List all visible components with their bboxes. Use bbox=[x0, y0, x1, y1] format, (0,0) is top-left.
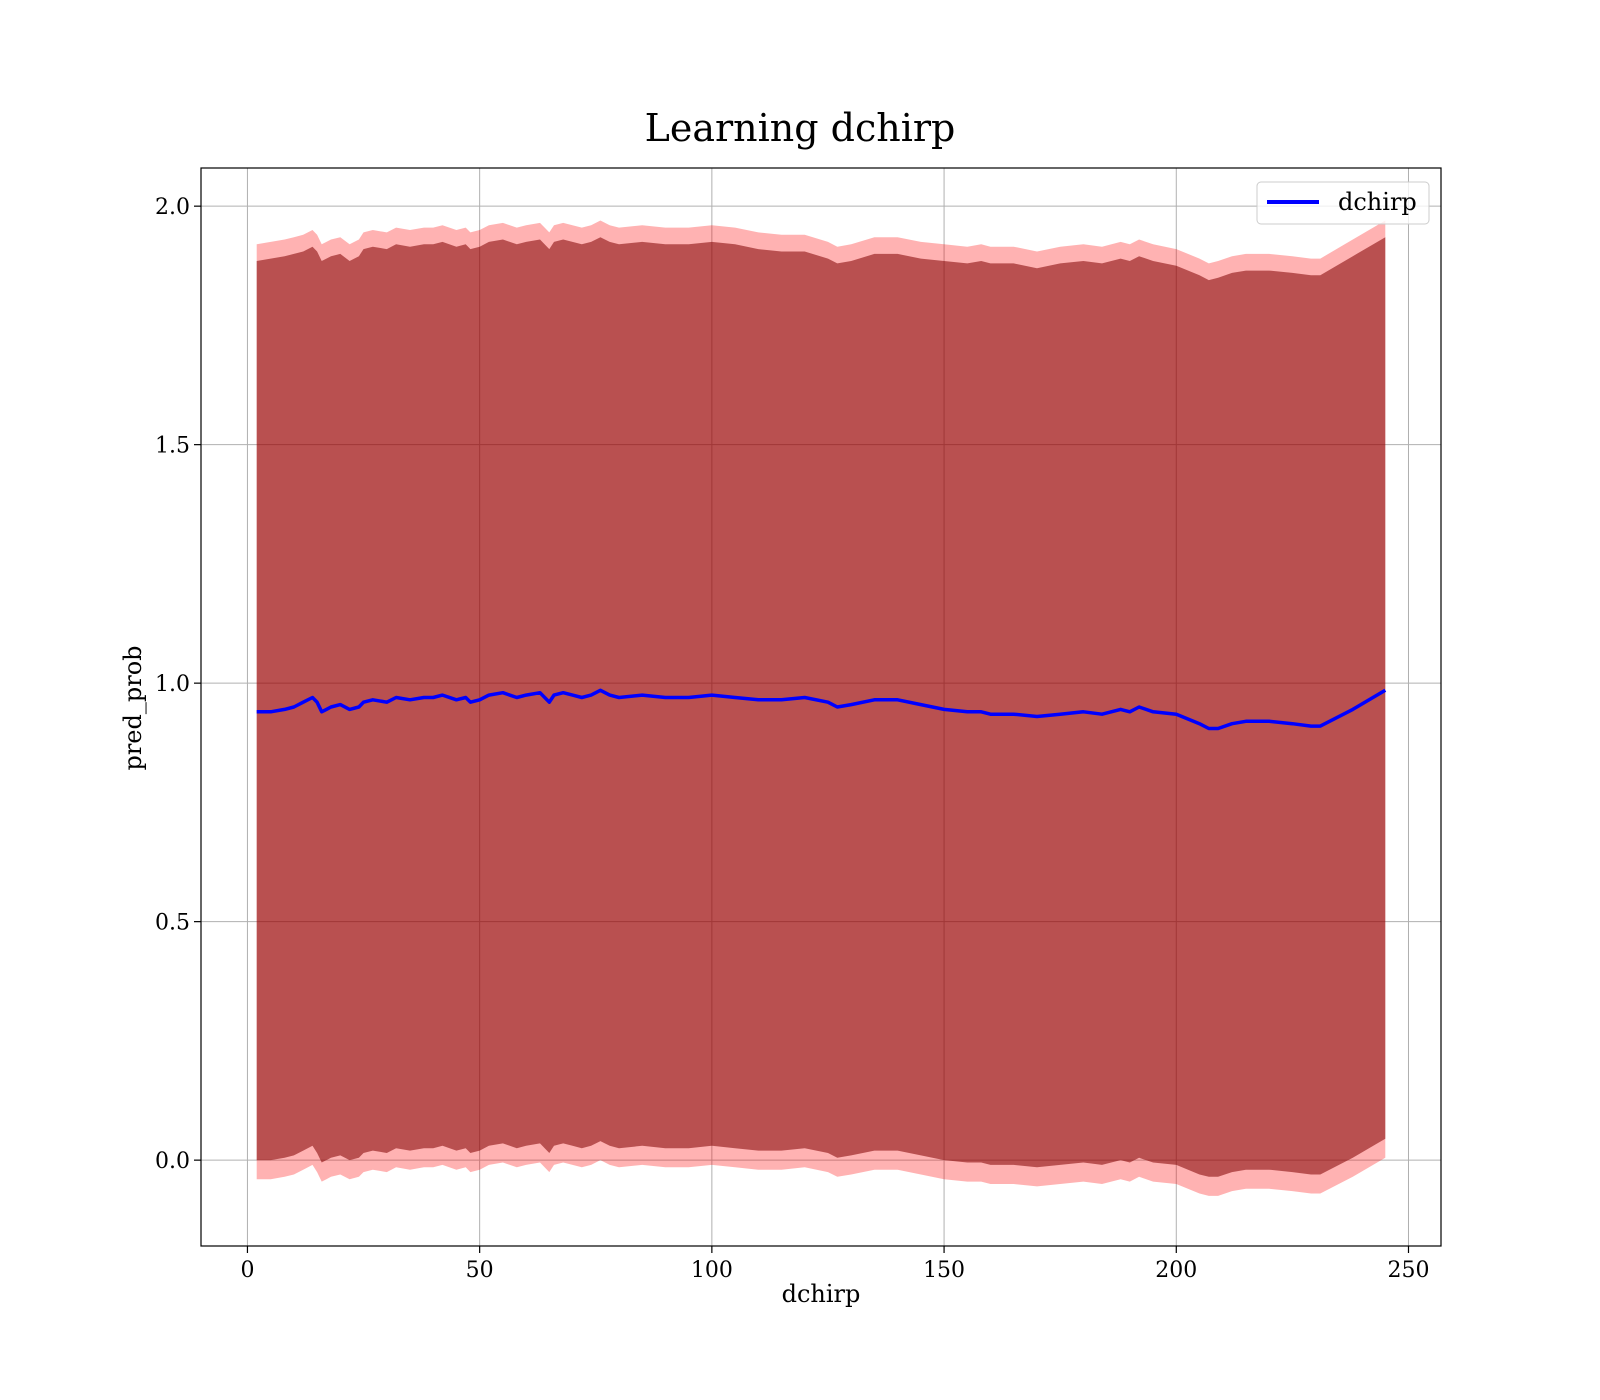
x-axis-label: dchirp bbox=[782, 1280, 861, 1308]
y-tick-label: 1.5 bbox=[155, 434, 190, 459]
inner-band-area bbox=[256, 237, 1386, 1177]
plot-frame bbox=[200, 167, 1442, 1247]
y-tick-label: 2.0 bbox=[155, 195, 190, 220]
y-tick-label: 0.5 bbox=[155, 911, 190, 936]
x-tick-label: 100 bbox=[691, 1258, 733, 1283]
y-tick-label: 1.0 bbox=[155, 672, 190, 697]
x-tick-label: 200 bbox=[1155, 1258, 1197, 1283]
legend: dchirp bbox=[1256, 181, 1430, 225]
x-tick-label: 150 bbox=[923, 1258, 965, 1283]
chart-title: Learning dchirp bbox=[645, 106, 956, 150]
x-tick-label: 50 bbox=[466, 1258, 494, 1283]
legend-label: dchirp bbox=[1338, 188, 1417, 216]
ticks: 0 50 100 150 200 250 0.0 0.5 1.0 1.5 2.0 bbox=[155, 195, 1429, 1283]
lines bbox=[256, 688, 1387, 731]
y-tick-label: 0.0 bbox=[155, 1149, 190, 1174]
series-line-dchirp bbox=[256, 688, 1387, 731]
y-axis-label: pred_prob bbox=[119, 645, 147, 770]
bands bbox=[256, 220, 1386, 1196]
x-tick-label: 250 bbox=[1387, 1258, 1429, 1283]
legend-box bbox=[1256, 181, 1430, 225]
x-tick-label: 0 bbox=[240, 1258, 254, 1283]
